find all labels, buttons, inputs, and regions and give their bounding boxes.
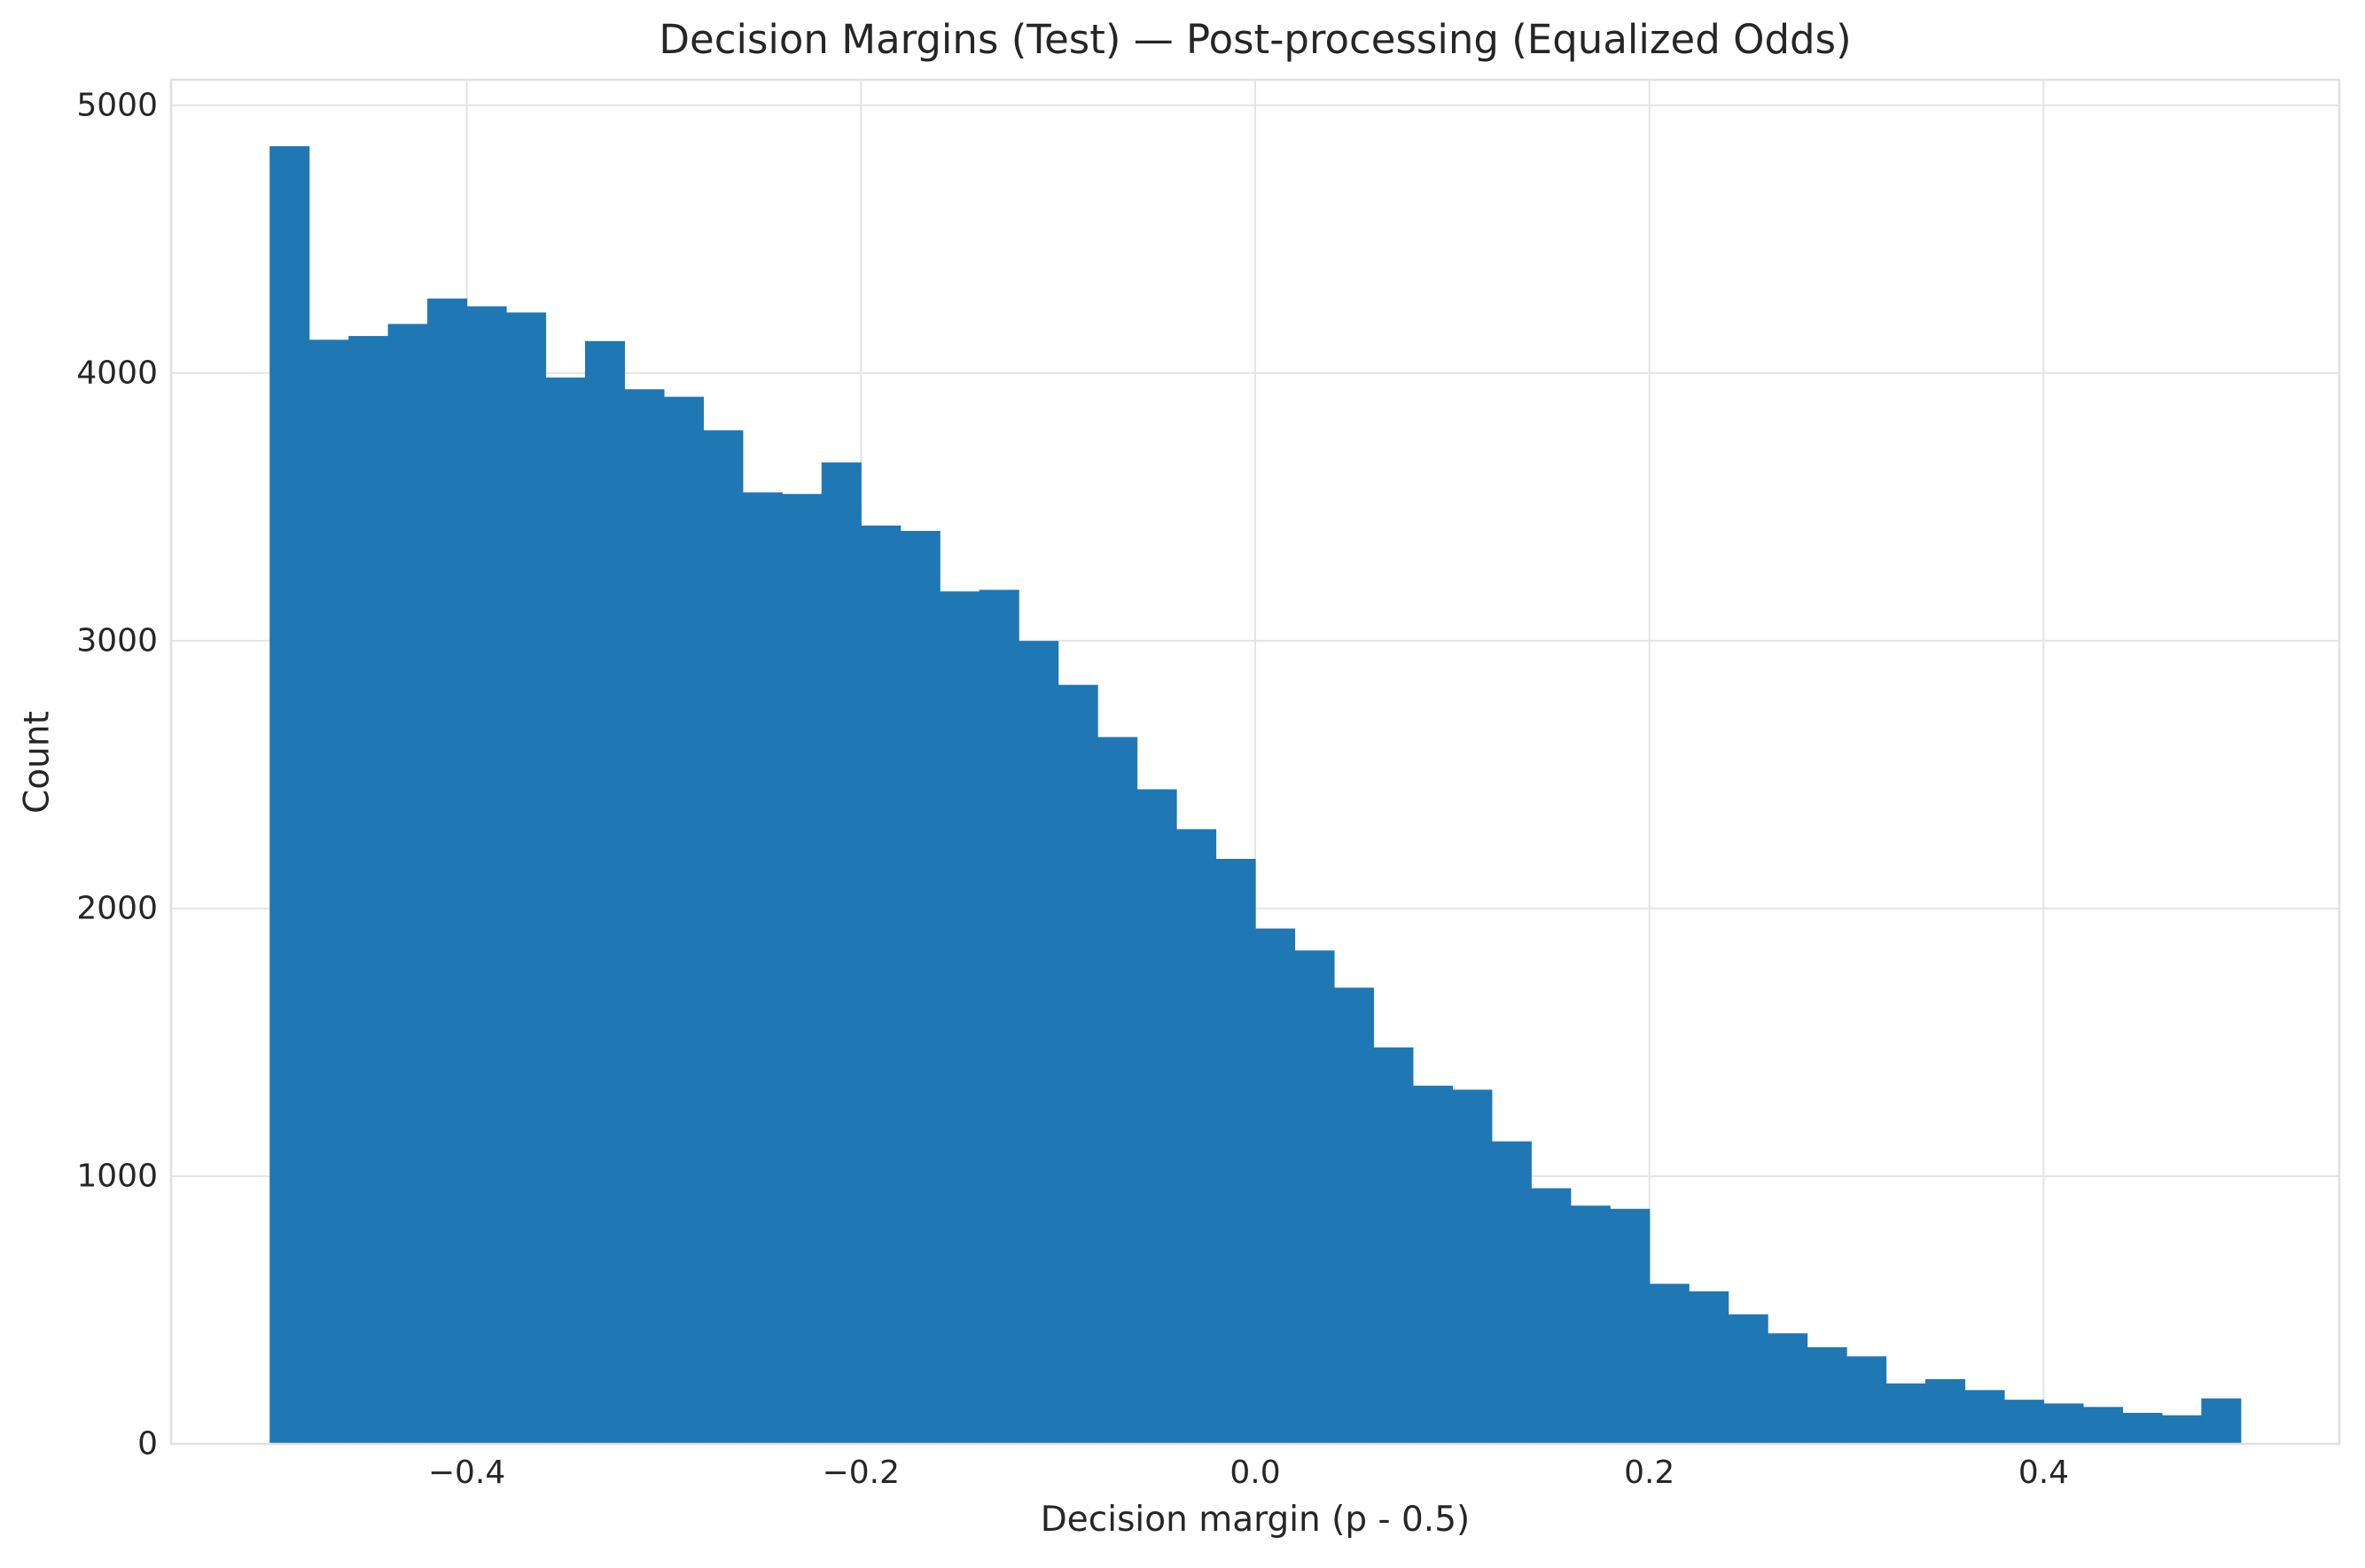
y-tick-label: 4000 [76, 355, 158, 392]
histogram-bar [1728, 1314, 1768, 1444]
histogram-bar [2082, 1407, 2123, 1444]
chart-title: Decision Margins (Test) — Post-processin… [659, 16, 1852, 63]
histogram-bar [1925, 1378, 1966, 1444]
histogram-bar [387, 324, 428, 1444]
histogram-bar [703, 430, 744, 1444]
histogram-bar [1531, 1188, 1572, 1444]
histogram-bar [2122, 1412, 2163, 1444]
histogram-bar [979, 589, 1019, 1444]
histogram-bar [1058, 684, 1098, 1444]
histogram-bar [742, 492, 783, 1444]
histogram-bar [1412, 1085, 1453, 1444]
histogram-bar [1136, 789, 1177, 1444]
y-tick-label: 1000 [76, 1158, 158, 1195]
histogram-bar [427, 298, 468, 1445]
histogram-bar [1689, 1291, 1729, 1444]
histogram-bar [1964, 1390, 2005, 1444]
x-tick-label: 0.0 [1229, 1455, 1281, 1491]
histogram-bar [782, 494, 823, 1445]
histogram-bar [2003, 1400, 2045, 1444]
histogram-bar [940, 591, 980, 1444]
histogram-bar [1215, 858, 1256, 1444]
histogram-bar [1807, 1346, 1847, 1444]
histogram-bar [2201, 1398, 2242, 1444]
histogram-bar [1885, 1383, 1926, 1444]
histogram-bar [821, 462, 862, 1444]
x-axis-label: Decision margin (p - 0.5) [1040, 1500, 1471, 1540]
histogram-bar [2161, 1415, 2202, 1444]
x-tick-label: 0.4 [2018, 1455, 2070, 1491]
histogram-bar [1255, 928, 1296, 1444]
plot-spines [169, 78, 2341, 1446]
histogram-bar [1846, 1356, 1887, 1444]
histogram-bar [1649, 1283, 1690, 1444]
histogram-bar [506, 312, 547, 1445]
x-tick-label: 0.2 [1624, 1455, 1675, 1491]
y-tick-label: 2000 [76, 890, 158, 927]
y-tick-label: 5000 [76, 87, 158, 124]
histogram-bar [624, 389, 665, 1444]
x-tick-label: −0.4 [427, 1455, 506, 1491]
y-tick-label: 3000 [76, 622, 158, 659]
histogram-bar [466, 306, 507, 1445]
histogram-bar [1019, 641, 1059, 1444]
histogram-bar [1097, 737, 1138, 1444]
x-tick-label: −0.2 [822, 1455, 900, 1491]
histogram-bar [1570, 1205, 1611, 1444]
histogram-bar [2043, 1403, 2084, 1444]
histogram-bar [1333, 987, 1375, 1444]
histogram-bar [1176, 829, 1217, 1444]
histogram-bar [1294, 950, 1335, 1444]
histogram-bar [545, 377, 586, 1445]
histogram-bar [861, 525, 902, 1444]
histogram-bar [1768, 1333, 1808, 1444]
histogram-bar [1491, 1141, 1532, 1444]
y-tick-label: 0 [137, 1425, 158, 1463]
histogram-bar [900, 530, 941, 1444]
histogram-bar [348, 336, 389, 1444]
histogram-bar [663, 396, 704, 1445]
histogram-bar [584, 340, 626, 1444]
y-axis-label: Count [17, 711, 58, 814]
histogram-bar [269, 145, 310, 1444]
histogram-bar [1610, 1208, 1651, 1444]
histogram-bar [1452, 1089, 1493, 1444]
histogram-bar [1373, 1047, 1414, 1444]
histogram-bar [308, 339, 349, 1445]
